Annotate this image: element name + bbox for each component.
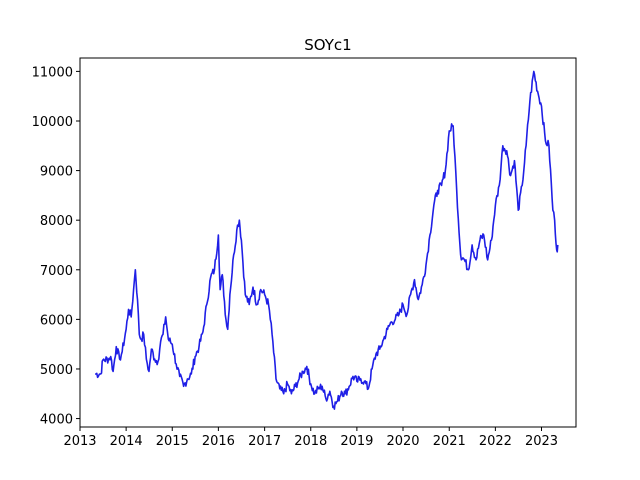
y-tick-label: 10000 — [32, 115, 73, 130]
y-tick-label: 7000 — [40, 264, 73, 279]
x-tick-label: 2015 — [156, 434, 189, 449]
y-tick-label: 8000 — [40, 214, 73, 229]
x-tick-label: 2014 — [110, 434, 143, 449]
chart-title: SOYc1 — [304, 36, 351, 54]
y-tick-label: 4000 — [40, 413, 73, 428]
y-axis: 4000 5000 6000 7000 8000 9000 10000 11000 — [32, 65, 80, 428]
y-tick-label: 6000 — [40, 313, 73, 328]
y-tick-label: 5000 — [40, 363, 73, 378]
x-tick-label: 2023 — [525, 434, 558, 449]
y-tick-label: 9000 — [40, 165, 73, 180]
x-axis: 2013 2014 2015 2016 2017 2018 2019 2020 2021 2022… — [63, 427, 558, 449]
plot-frame — [79, 57, 577, 428]
x-tick-label: 2019 — [340, 434, 373, 449]
x-tick-label: 2013 — [63, 434, 96, 449]
series-line-0 — [95, 70, 559, 410]
x-tick-label: 2016 — [202, 434, 235, 449]
x-tick-label: 2022 — [479, 434, 512, 449]
x-tick-label: 2020 — [386, 434, 419, 449]
x-tick-label: 2021 — [433, 434, 466, 449]
x-tick-label: 2018 — [294, 434, 327, 449]
x-tick-label: 2017 — [248, 434, 281, 449]
plot-area — [95, 70, 559, 410]
y-tick-label: 11000 — [32, 65, 73, 80]
